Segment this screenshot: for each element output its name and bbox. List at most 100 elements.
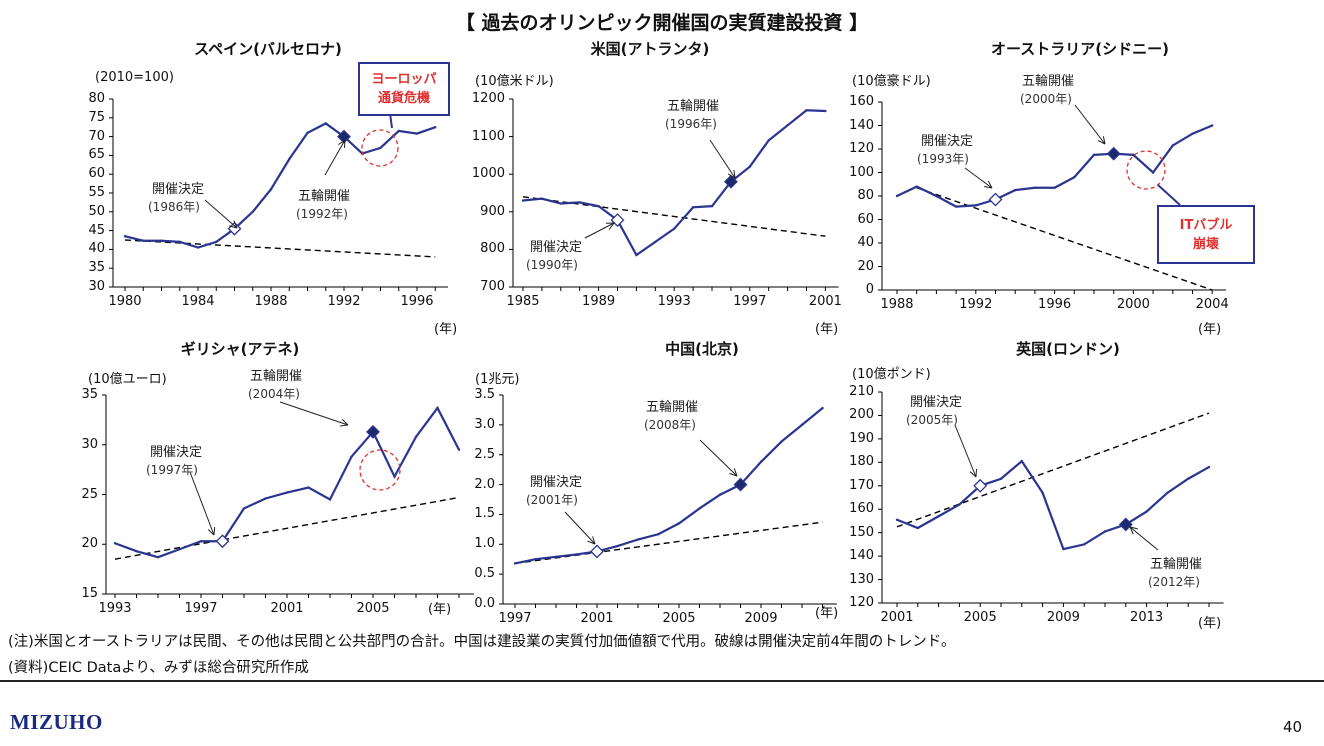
data-point [1041,491,1044,495]
host-arrow-head [341,419,349,426]
callout-text: ヨーロッパ [371,72,437,87]
chart-title: スペイン(バルセロナ) [194,40,342,58]
y-tick-label: 180 [849,454,874,470]
data-point [324,122,327,125]
decision-year: (1993年) [917,152,969,166]
data-point [306,131,309,135]
y-tick-label: 20 [857,258,874,274]
y-tick-label: 150 [849,524,874,540]
data-point [379,146,382,150]
x-tick-label: 1988 [254,294,288,309]
mizuho-logo: MIZUHO [10,710,103,734]
y-tick-label: 70 [88,128,105,144]
page-title: 【 過去のオリンピック開催国の実質建設投資 】 [455,12,869,34]
decision-arrow-head [207,529,215,536]
decision-year: (1997年) [146,463,198,477]
y-tick-label: 120 [849,141,874,156]
host-arrow-head [729,472,738,477]
chart-title: ギリシャ(アテネ) [180,340,300,358]
x-tick-label: 2005 [963,610,997,625]
data-point [1053,186,1056,189]
host-label: 五輪開催 [1150,557,1203,572]
x-tick-label: 2001 [808,294,842,309]
y-axis-unit: (2010=100) [95,70,174,85]
host-label: 五輪開催 [667,99,720,114]
data-point [196,246,200,249]
decision-arrow-head [987,180,993,189]
x-tick-label: 2005 [356,601,390,616]
data-point [1211,124,1214,127]
x-axis-unit: (年) [815,606,839,621]
data-point [199,540,203,543]
data-point [1062,547,1065,551]
data-point [1171,144,1175,147]
data-point [513,562,517,565]
decision-arrow-head [984,186,993,189]
data-point [673,227,676,230]
data-point [1083,543,1086,546]
decision-arrow-head [608,222,615,230]
decision-arrow-head [229,225,238,229]
decision-year: (2005年) [906,413,958,427]
data-point [710,204,714,208]
x-tick-label: 1988 [880,297,914,312]
host-arrow [279,401,349,426]
host-year: (1992年) [296,207,348,221]
x-tick-label: 1989 [582,294,616,309]
decision-arrow [954,424,977,478]
data-point [554,555,558,559]
y-tick-label: 1000 [471,166,505,182]
y-axis-unit: (10億豪ドル) [852,74,931,89]
data-point [1033,186,1037,189]
data-point [1014,188,1017,192]
host-marker [366,424,380,439]
data-point [636,538,640,541]
x-tick-label: 1993 [657,294,691,309]
host-arrow-head [727,173,736,179]
data-point [575,553,578,556]
y-tick-label: 2.0 [474,476,495,492]
decision-arrow [964,167,993,189]
x-axis-unit: (年) [815,322,839,337]
data-point [1166,491,1169,495]
host-year: (2000年) [1020,92,1072,106]
data-point [264,497,267,500]
data-point [113,542,117,545]
data-point [1145,510,1148,513]
x-tick-label: 2001 [580,611,614,626]
chart-title: 米国(アトランタ) [590,40,710,58]
decision-marker [590,544,604,559]
callout-box: ITバブル 崩壊 [1157,205,1255,264]
host-arrow-head [1129,526,1138,530]
host-label: 五輪開催 [1022,74,1075,89]
trend-line [114,496,460,560]
host-year: (2004年) [248,387,300,401]
y-tick-label: 30 [81,436,98,452]
data-point [748,165,751,168]
decision-label: 開催決定 [921,134,974,149]
host-label: 五輪開催 [298,189,351,204]
y-tick-label: 170 [849,477,874,493]
x-axis-unit: (年) [428,602,452,617]
x-tick-label: 2005 [662,611,696,626]
data-point [937,515,940,518]
data-point [657,532,660,536]
highlight-circle [359,449,401,491]
data-point [691,206,695,209]
data-point [800,423,804,427]
decision-arrow [584,222,615,239]
y-axis-unit: (10億米ドル) [475,74,554,89]
data-point [1073,176,1076,179]
data-point [178,548,181,551]
data-point [307,486,310,489]
y-tick-label: 15 [81,586,98,601]
decision-arrow [204,199,238,229]
y-tick-label: 210 [849,384,874,399]
y-tick-label: 35 [88,260,105,276]
data-point [242,507,246,510]
x-axis-unit: (年) [1198,322,1222,337]
host-arrow-head [1102,136,1106,145]
y-tick-label: 30 [88,279,105,294]
data-point [135,550,138,553]
data-point [935,194,938,198]
